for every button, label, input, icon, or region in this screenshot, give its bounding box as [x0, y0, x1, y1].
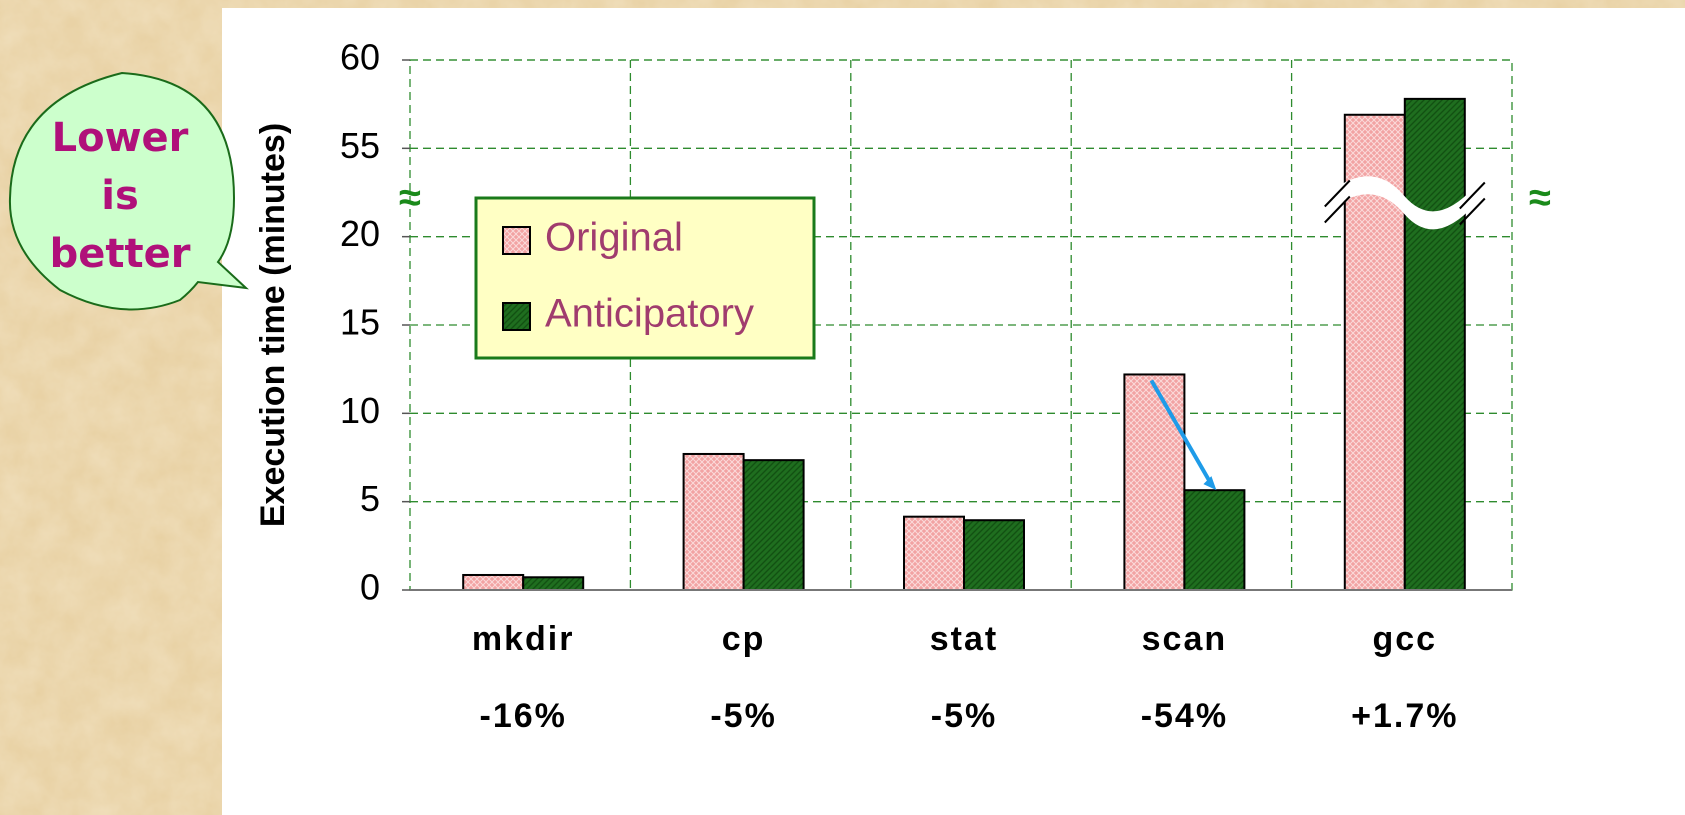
- callout-bubble: [8, 71, 249, 311]
- change-label: -16%: [480, 697, 567, 735]
- legend-swatch: [502, 302, 531, 331]
- x-tick-label: gcc: [1373, 620, 1438, 658]
- callout-text: better: [50, 231, 191, 277]
- callout-text: Lower: [52, 115, 189, 161]
- legend-box: [474, 196, 816, 360]
- y-tick-label: 5: [360, 478, 380, 519]
- break-slash: [1324, 179, 1486, 226]
- arrow: [1149, 379, 1215, 488]
- bar: [1183, 489, 1246, 591]
- bar: [963, 519, 1025, 592]
- x-tick-label: cp: [722, 620, 766, 658]
- y-tick-label: 15: [340, 302, 380, 343]
- bar: [1123, 373, 1186, 592]
- legend-label: Original: [545, 216, 683, 260]
- bar: [1403, 97, 1466, 591]
- y-tick-label: 0: [360, 567, 380, 608]
- legend-label: Anticipatory: [545, 292, 754, 336]
- x-tick-label: mkdir: [472, 620, 575, 658]
- y-tick-label: 20: [340, 213, 380, 254]
- break-mark: ≈: [1529, 176, 1551, 220]
- legend-swatch: [502, 226, 531, 255]
- break-band: [1334, 176, 1475, 230]
- change-label: -5%: [931, 697, 997, 735]
- change-label: -54%: [1141, 697, 1228, 735]
- y-tick-label: 10: [340, 390, 380, 431]
- arrow-head: [1203, 476, 1217, 491]
- y-tick-label: 60: [340, 37, 380, 78]
- change-label: -5%: [710, 697, 776, 735]
- bar: [903, 515, 965, 592]
- break-mark: ≈: [399, 176, 421, 220]
- y-tick-label: 55: [340, 125, 380, 166]
- change-label: +1.7%: [1351, 697, 1458, 735]
- callout-text: is: [101, 173, 139, 219]
- bar: [462, 573, 525, 592]
- x-tick-label: scan: [1142, 620, 1228, 658]
- bar: [522, 576, 585, 592]
- x-tick-label: stat: [930, 620, 998, 658]
- bar: [742, 459, 805, 591]
- bar: [682, 452, 745, 592]
- y-axis-label: Execution time (minutes): [254, 123, 292, 527]
